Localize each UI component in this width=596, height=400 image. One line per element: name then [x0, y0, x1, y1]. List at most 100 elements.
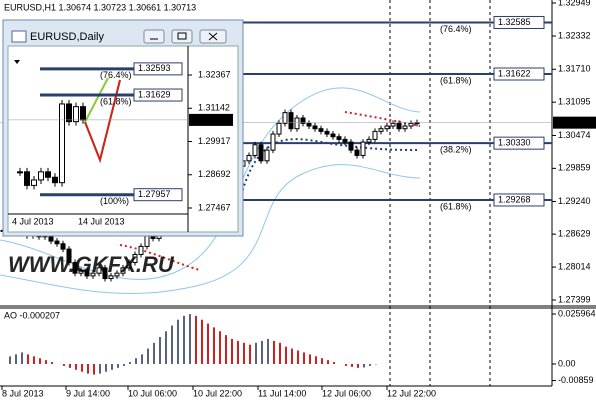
fib-ratio: (38.2%): [440, 145, 472, 155]
inset-fib-price: 1.27957: [138, 189, 171, 199]
price-box: [133, 88, 183, 102]
candle: [282, 112, 288, 124]
inset-fib-ratio: (61.8%): [100, 96, 132, 106]
price-tick-label: 1.32332: [558, 30, 591, 40]
candle: [108, 275, 114, 280]
fib-price: 1.31622: [498, 68, 531, 78]
candle: [138, 245, 144, 255]
current-price-box: [189, 113, 233, 126]
icon: [208, 32, 218, 41]
ao-tick-label: 0.00: [558, 358, 576, 368]
candle: [66, 248, 72, 263]
candle: [90, 272, 96, 277]
fib-price: 1.32585: [498, 17, 531, 27]
candle: [17, 171, 23, 174]
candle: [318, 128, 324, 132]
candle: [38, 171, 44, 181]
inset-fib-price: 1.31629: [138, 89, 171, 99]
candle: [324, 130, 330, 135]
window-title: EURUSD,H1 1.30674 1.30723 1.30661 1.3071…: [4, 2, 196, 12]
parabolic-sar: [344, 111, 421, 127]
candle: [306, 122, 312, 127]
candle: [378, 128, 384, 132]
inset-time-label: 4 Jul 2013: [12, 216, 54, 226]
inset-window: EURUSD,Daily 1.32367 1.31142 1.29917 1.2869…: [2, 19, 244, 237]
fib-ratio: (61.8%): [440, 75, 472, 85]
candle: [342, 138, 348, 143]
candle: [54, 240, 60, 245]
candle: [396, 122, 402, 130]
candle: [408, 122, 414, 127]
candle: [384, 125, 390, 130]
price-box: [133, 62, 183, 76]
time-label: 12 Jul 06:00: [322, 388, 371, 398]
candle: [246, 154, 252, 162]
candle: [258, 144, 264, 162]
chart-icon: [11, 30, 27, 43]
inset-current-price: 1.30713: [193, 114, 226, 124]
candle: [52, 176, 58, 184]
price-tick-label: 1.28014: [558, 261, 591, 271]
candle: [312, 125, 318, 130]
candle: [270, 133, 276, 151]
candle: [330, 133, 336, 138]
fib-price: 1.30330: [498, 138, 531, 148]
price-box: [493, 15, 545, 29]
candle: [126, 261, 132, 269]
inset-price-label: 1.32367: [198, 69, 231, 79]
marker: [14, 60, 20, 64]
watermark: WWW.GKFX.RU: [8, 252, 175, 277]
candle: [300, 117, 306, 124]
ao-pane: 0.025964 0.00 -0.00859: [9, 308, 596, 385]
candle: [252, 144, 258, 156]
price-tick-label: 1.30474: [558, 130, 591, 140]
minimize-button[interactable]: [143, 29, 165, 44]
candle: [402, 125, 408, 130]
time-label: 11 Jul 14:00: [258, 388, 306, 398]
candle: [60, 243, 66, 250]
fib-price: 1.29268: [498, 194, 531, 204]
price-tick-label: 1.28629: [558, 229, 591, 239]
candle: [84, 270, 90, 277]
inset-title: EURUSD,Daily: [30, 31, 104, 43]
price-tick-label: 1.27399: [558, 294, 591, 304]
parabolic-sar: [119, 244, 201, 271]
current-price-box: [553, 116, 596, 129]
candle: [366, 138, 372, 143]
inset-fib-ratio: (76.4%): [100, 70, 132, 80]
candle: [294, 117, 300, 130]
candle: [80, 106, 86, 121]
price-tick-label: 1.29240: [558, 196, 591, 206]
candle: [59, 103, 65, 184]
candle: [348, 141, 354, 151]
bollinger-band: [0, 164, 421, 295]
candle: [390, 122, 396, 127]
inset-price-label: 1.31142: [198, 103, 230, 113]
candle: [78, 270, 84, 274]
candle: [264, 149, 270, 162]
candle: [288, 112, 294, 130]
candle: [72, 261, 78, 274]
time-label: 10 Jul 06:00: [128, 388, 177, 398]
candle: [31, 179, 37, 186]
time-label: 10 Jul 22:00: [193, 388, 242, 398]
candle: [372, 130, 378, 140]
inset-price-label: 1.28692: [198, 169, 231, 179]
candle: [120, 267, 126, 274]
candle: [45, 171, 51, 178]
candle: [132, 253, 138, 263]
candle: [66, 103, 72, 123]
inset-fib-price: 1.32593: [138, 63, 171, 73]
inset-chart-area: [7, 45, 239, 233]
price-tick-label: 1.31095: [558, 97, 591, 107]
maximize-button[interactable]: [171, 29, 193, 44]
projection: [84, 79, 121, 164]
candle: [336, 136, 342, 140]
current-price: 1.30713: [557, 117, 590, 127]
candle: [360, 141, 366, 156]
fib-ratio: (61.8%): [440, 201, 472, 211]
ao-tick-label: -0.00859: [558, 375, 594, 385]
price-tick-label: 1.29859: [558, 163, 591, 173]
price-box: [493, 67, 545, 81]
